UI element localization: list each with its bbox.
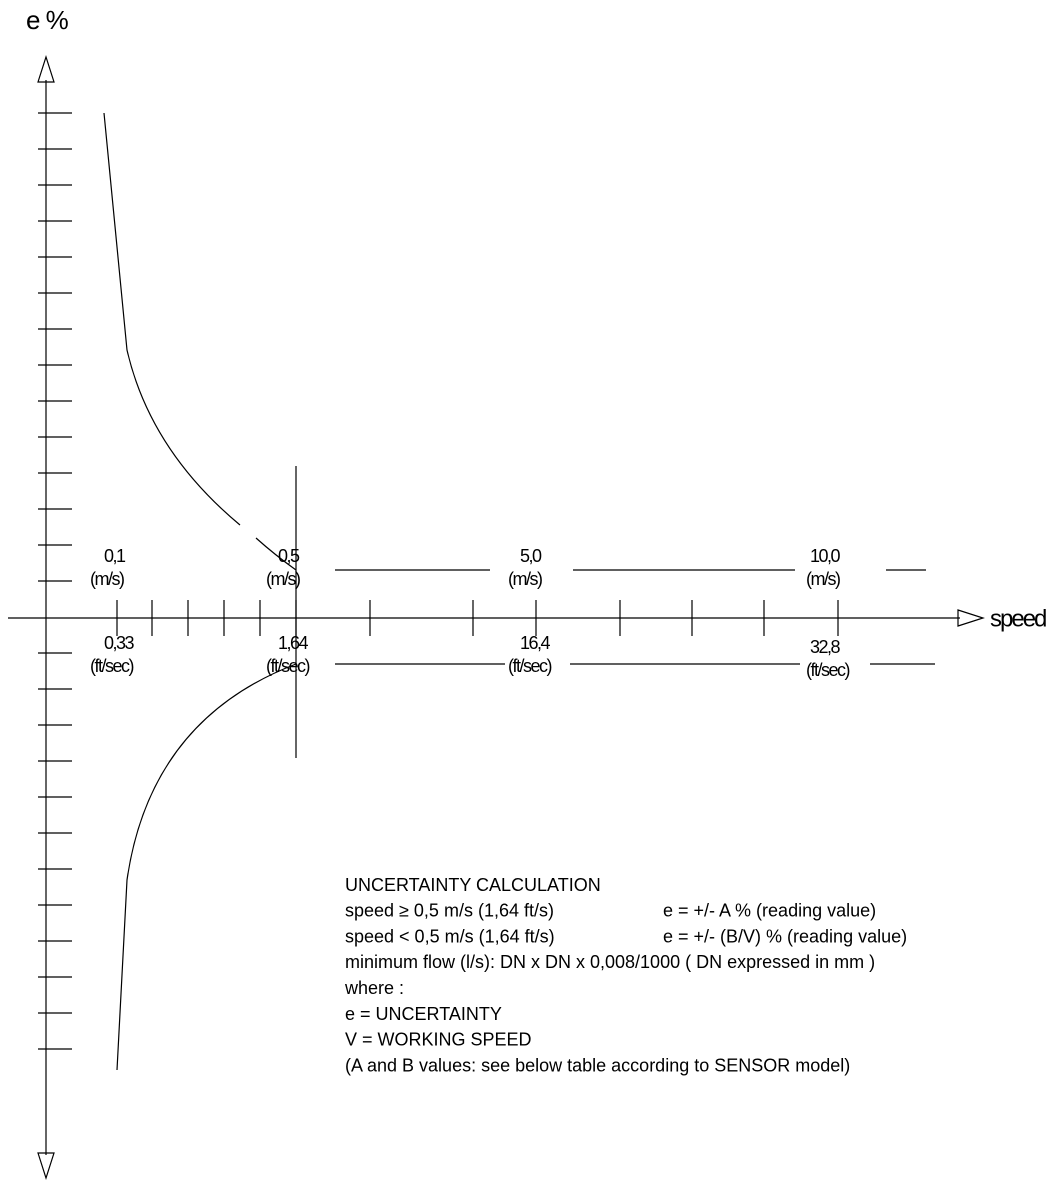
speed-fts: 0,33 bbox=[104, 633, 135, 653]
rule-condition: speed ≥ 0,5 m/s (1,64 ft/s) bbox=[345, 901, 554, 921]
upper-curve-end bbox=[255, 537, 297, 571]
y-arrow-up bbox=[37, 55, 55, 83]
notes-line: minimum flow (l/s): DN x DN x 0,008/1000… bbox=[345, 952, 875, 972]
rule-condition: speed < 0,5 m/s (1,64 ft/s) bbox=[345, 926, 555, 946]
speed-ms-unit: (m/s) bbox=[508, 569, 542, 589]
y-arrow-down bbox=[37, 1152, 55, 1180]
speed-ms-unit: (m/s) bbox=[90, 569, 124, 589]
speed-fts: 1,64 bbox=[278, 633, 309, 653]
notes-line: (A and B values: see below table accordi… bbox=[345, 1055, 850, 1075]
rule-formula: e = +/- (B/V) % (reading value) bbox=[663, 926, 907, 946]
y-axis-label: e % bbox=[26, 5, 69, 35]
speed-ms-unit: (m/s) bbox=[266, 569, 300, 589]
speed-fts-unit: (ft/sec) bbox=[806, 660, 850, 680]
upper-curve bbox=[103, 112, 241, 526]
speed-fts-unit: (ft/sec) bbox=[508, 656, 552, 676]
speed-ms: 0,5 bbox=[278, 546, 300, 566]
notes-line: e = UNCERTAINTY bbox=[345, 1004, 502, 1024]
notes-line: where : bbox=[344, 978, 404, 998]
speed-fts: 32,8 bbox=[810, 637, 841, 657]
speed-fts-unit: (ft/sec) bbox=[266, 656, 310, 676]
speed-ms: 0,1 bbox=[104, 546, 126, 566]
x-axis-label: speed bbox=[990, 605, 1046, 632]
speed-ms-unit: (m/s) bbox=[806, 569, 840, 589]
x-arrow bbox=[957, 609, 985, 627]
speed-fts-unit: (ft/sec) bbox=[90, 656, 134, 676]
speed-ms: 5,0 bbox=[520, 546, 542, 566]
speed-fts: 16,4 bbox=[520, 633, 551, 653]
speed-ms: 10,0 bbox=[810, 546, 841, 566]
rule-formula: e = +/- A % (reading value) bbox=[663, 901, 876, 921]
lower-curve bbox=[116, 663, 297, 1071]
notes-title: UNCERTAINTY CALCULATION bbox=[345, 875, 601, 895]
notes-line: V = WORKING SPEED bbox=[345, 1030, 532, 1050]
